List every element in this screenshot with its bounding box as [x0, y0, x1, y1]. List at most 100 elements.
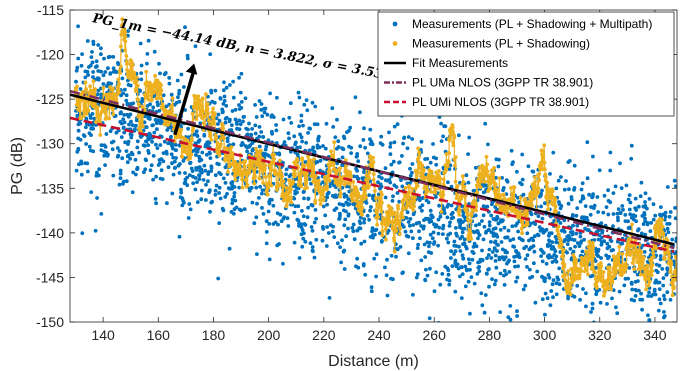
data-point — [543, 279, 547, 284]
data-point — [312, 149, 317, 154]
data-point — [454, 207, 459, 212]
data-point — [285, 216, 290, 221]
data-point — [427, 244, 431, 249]
data-point — [138, 134, 143, 139]
data-point — [352, 237, 357, 242]
data-point — [559, 175, 563, 179]
data-point — [511, 237, 516, 242]
data-point — [153, 197, 158, 201]
data-point — [370, 226, 375, 231]
data-point — [271, 222, 276, 226]
data-point — [447, 224, 452, 228]
data-point — [380, 176, 384, 181]
data-point — [227, 246, 232, 251]
data-point — [171, 155, 176, 160]
data-point — [550, 255, 554, 260]
data-point — [480, 303, 485, 308]
data-point — [111, 55, 116, 59]
data-point — [126, 78, 130, 83]
data-point — [474, 244, 479, 249]
x-tick-label: 260 — [423, 327, 447, 343]
data-point — [473, 165, 478, 170]
data-point — [296, 204, 301, 209]
data-point — [118, 168, 123, 173]
data-point — [154, 142, 158, 147]
data-point — [617, 289, 622, 294]
data-point — [117, 149, 122, 153]
data-point — [253, 123, 258, 128]
data-point — [213, 192, 218, 197]
legend-entry-label: Measurements (PL + Shadowing) — [412, 37, 590, 51]
data-point — [467, 261, 472, 266]
data-point — [491, 217, 496, 221]
data-point — [548, 303, 553, 308]
data-point — [436, 231, 441, 236]
data-point — [151, 177, 156, 182]
data-point — [221, 176, 226, 181]
data-point — [346, 226, 350, 231]
data-point — [154, 120, 159, 125]
data-point — [241, 119, 245, 124]
data-point — [229, 181, 234, 186]
data-point — [559, 228, 564, 233]
data-point — [402, 136, 406, 141]
data-point — [356, 159, 361, 164]
data-point — [80, 231, 85, 236]
data-point — [121, 117, 126, 122]
data-point — [104, 132, 109, 136]
data-point — [295, 217, 300, 222]
data-point — [674, 239, 677, 244]
data-point — [233, 198, 238, 203]
data-point — [442, 206, 446, 211]
data-point — [495, 216, 500, 221]
data-point — [674, 250, 677, 254]
data-point — [489, 213, 494, 218]
data-point — [270, 131, 274, 136]
data-point — [618, 161, 622, 166]
data-point — [510, 162, 515, 167]
data-point — [90, 112, 95, 116]
data-point — [388, 152, 393, 157]
data-point — [173, 165, 178, 170]
data-point — [169, 92, 174, 97]
data-point — [179, 190, 184, 195]
data-point — [641, 222, 646, 227]
data-point — [266, 209, 271, 214]
data-point — [590, 301, 595, 306]
data-point — [223, 165, 228, 170]
data-point — [419, 139, 424, 144]
data-point — [453, 289, 458, 294]
data-point — [178, 162, 182, 166]
data-point — [391, 159, 396, 164]
data-point — [99, 46, 103, 51]
data-point — [158, 71, 162, 76]
data-point — [124, 179, 129, 184]
data-point — [330, 106, 335, 111]
data-point — [580, 249, 585, 254]
data-point — [565, 234, 570, 239]
data-point — [516, 229, 520, 234]
data-point — [455, 234, 459, 238]
data-point — [521, 192, 526, 197]
data-point — [441, 223, 446, 228]
data-point — [335, 117, 339, 122]
data-point — [574, 213, 579, 218]
data-point — [436, 217, 441, 222]
data-point — [247, 144, 252, 149]
data-point — [525, 265, 529, 269]
data-point — [378, 182, 383, 187]
data-point — [446, 180, 450, 185]
data-point — [627, 266, 632, 270]
data-point — [237, 118, 242, 123]
data-point — [378, 186, 382, 191]
data-point — [193, 44, 198, 49]
data-point — [276, 222, 280, 227]
data-point — [341, 203, 346, 208]
data-point — [573, 244, 577, 249]
data-point — [176, 95, 180, 100]
data-point — [395, 122, 400, 127]
data-point — [177, 234, 182, 239]
data-point — [390, 199, 395, 203]
data-point — [299, 232, 304, 237]
data-point — [275, 95, 279, 100]
